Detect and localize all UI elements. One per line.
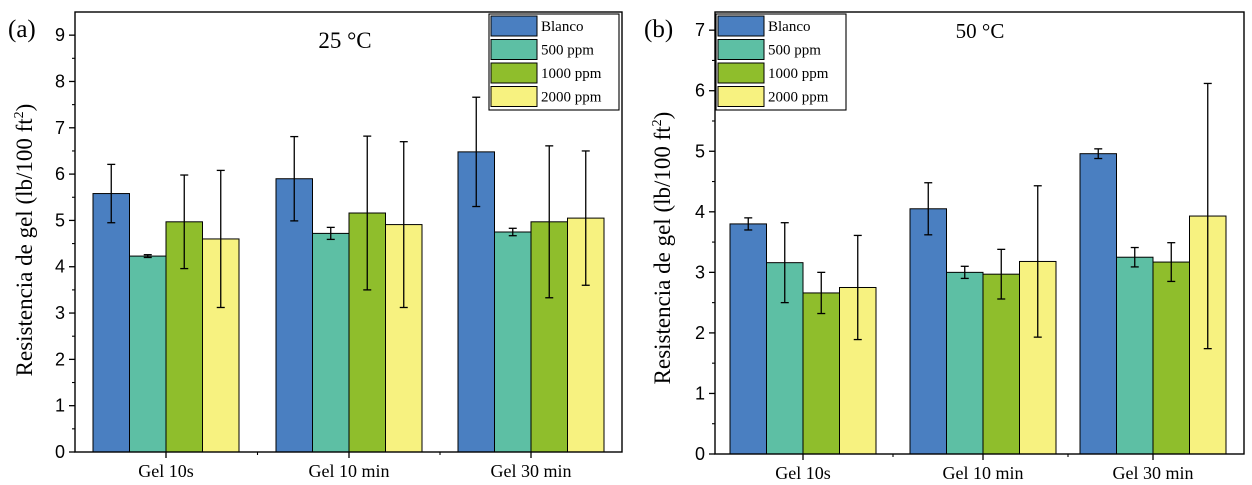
bar-b-s0-c0 — [729, 223, 767, 455]
y-tick-label-b-7: 7 — [695, 20, 705, 40]
y-tick-label-b-6: 6 — [695, 81, 705, 101]
panel-a-x-ticks: Gel 10s Gel 10 min Gel 30 min — [138, 452, 572, 481]
panel-b-label: (b) — [644, 16, 673, 43]
y-tick-label-b-2: 2 — [695, 323, 705, 343]
legend-swatch-a-2 — [490, 62, 538, 84]
x-tick-label-a-0: Gel 10s — [138, 461, 194, 481]
panel-b-error-bars — [744, 82, 1212, 350]
legend-label-b-0: Blanco — [768, 19, 811, 35]
legend-label-a-0: Blanco — [541, 19, 584, 35]
y-tick-label-b-3: 3 — [695, 262, 705, 282]
panel-b-axes — [714, 11, 1245, 455]
bar-b-s0-c2 — [1079, 153, 1117, 455]
bar-a-s0-c0 — [92, 193, 130, 453]
panel-b-temperature: 50 °C — [956, 19, 1005, 43]
y-tick-label-a-8: 8 — [55, 71, 65, 91]
legend-swatch-b-2 — [717, 62, 765, 84]
bar-b-s1-c2 — [1116, 256, 1154, 455]
bar-b-s2-c0 — [802, 292, 840, 455]
y-tick-label-a-6: 6 — [55, 164, 65, 184]
panel-a-legend: Blanco 500 ppm 1000 ppm 2000 ppm — [488, 13, 620, 111]
bar-b-s1-c1 — [946, 271, 984, 455]
bar-b-s0-c1 — [909, 208, 947, 455]
legend-label-a-3: 2000 ppm — [541, 90, 602, 106]
legend-label-b-1: 500 ppm — [768, 43, 821, 59]
x-tick-label-b-2: Gel 30 min — [1113, 463, 1194, 483]
legend-label-b-2: 1000 ppm — [768, 66, 829, 82]
y-tick-label-b-0: 0 — [695, 444, 705, 464]
bar-b-s2-c2 — [1152, 261, 1190, 455]
panel-b-y-axis-label: Resistencia de gel (lb/100 ft2) — [650, 112, 675, 385]
panel-b-bars — [729, 153, 1227, 455]
y-tick-label-a-9: 9 — [55, 25, 65, 45]
y-tick-label-a-7: 7 — [55, 118, 65, 138]
panel-b-x-ticks: Gel 10s Gel 10 min Gel 30 min — [775, 454, 1194, 483]
panel-a-temperature: 25 °C — [318, 28, 371, 53]
legend-swatch-a-1 — [490, 39, 538, 60]
panel-a-y-axis-label: Resistencia de gel (lb/100 ft2) — [12, 104, 37, 377]
x-tick-label-b-0: Gel 10s — [775, 463, 831, 483]
panel-a: (a) 25 °C Resistencia de gel (lb/100 ft2… — [8, 11, 623, 481]
y-tick-label-b-5: 5 — [695, 141, 705, 161]
y-tick-label-b-4: 4 — [695, 202, 705, 222]
x-tick-label-b-1: Gel 10 min — [943, 463, 1024, 483]
legend-swatch-a-0 — [490, 15, 538, 37]
y-tick-label-a-5: 5 — [55, 210, 65, 230]
bar-a-s1-c0 — [129, 255, 167, 453]
panel-b: (b) 50 °C Resistencia de gel (lb/100 ft2… — [644, 11, 1245, 483]
panel-a-y-ticks: 0 1 2 3 4 5 6 7 8 9 — [55, 25, 75, 462]
legend-swatch-b-0 — [717, 15, 765, 37]
y-tick-label-a-0: 0 — [55, 442, 65, 462]
legend-swatch-b-3 — [717, 86, 765, 107]
y-tick-label-a-1: 1 — [55, 396, 65, 416]
panel-a-bars — [92, 151, 605, 453]
x-tick-label-a-2: Gel 30 min — [491, 461, 572, 481]
panel-b-legend: Blanco 500 ppm 1000 ppm 2000 ppm — [715, 13, 847, 111]
panel-a-label: (a) — [8, 16, 36, 43]
bar-b-s2-c1 — [982, 273, 1020, 455]
y-tick-label-a-3: 3 — [55, 303, 65, 323]
legend-label-a-1: 500 ppm — [541, 43, 594, 59]
plot-frame-b — [714, 11, 1245, 455]
bar-a-s1-c1 — [312, 232, 350, 453]
y-tick-label-a-2: 2 — [55, 349, 65, 369]
legend-label-a-2: 1000 ppm — [541, 66, 602, 82]
bar-a-s1-c2 — [494, 231, 532, 453]
panel-a-error-bars — [107, 96, 590, 309]
legend-swatch-a-3 — [490, 86, 538, 107]
legend-swatch-b-1 — [717, 39, 765, 60]
panel-b-y-ticks: 0 1 2 3 4 5 6 7 — [695, 20, 715, 464]
legend-label-b-3: 2000 ppm — [768, 90, 829, 106]
y-tick-label-a-4: 4 — [55, 257, 65, 277]
x-tick-label-a-1: Gel 10 min — [309, 461, 390, 481]
bar-a-s0-c1 — [275, 178, 313, 453]
y-tick-label-b-1: 1 — [695, 383, 705, 403]
